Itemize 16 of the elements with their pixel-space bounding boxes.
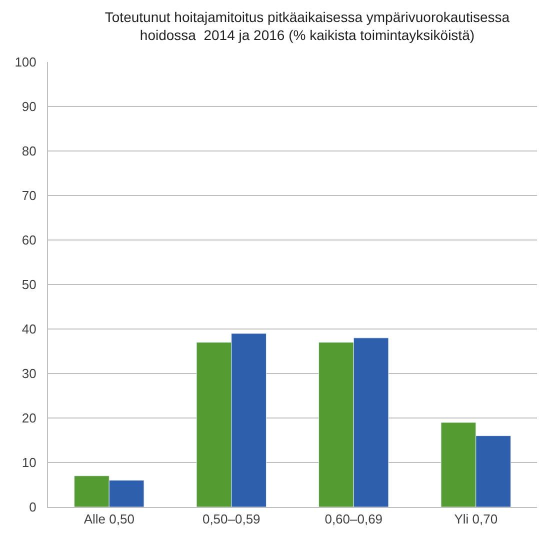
y-tick-label: 90 <box>22 99 36 114</box>
y-tick-label: 20 <box>22 410 36 426</box>
y-tick-label: 40 <box>22 322 36 337</box>
x-tick-label: Alle 0,50 <box>84 512 134 527</box>
y-tick-label: 30 <box>22 366 36 382</box>
y-tick-label: 60 <box>22 232 36 248</box>
y-tick-label: 100 <box>14 54 36 70</box>
chart-title: Toteutunut hoitajamitoitus pitkäaikaisessa ympärivuorokautisessa hoidossa 2014 ja 2016 (% kaikista toimintayksiköistä) <box>104 8 510 43</box>
y-tick-label: 80 <box>22 144 36 159</box>
y-tick-label: 50 <box>22 277 36 292</box>
y-tick-label: 70 <box>22 188 36 204</box>
x-tick-label: 0,60–0,69 <box>324 512 383 527</box>
y-tick-label: 0 <box>29 500 36 515</box>
y-tick-label: 10 <box>22 455 36 470</box>
x-tick-label: 0,50–0,59 <box>202 512 260 527</box>
x-tick-label: Yli 0,70 <box>454 512 498 527</box>
